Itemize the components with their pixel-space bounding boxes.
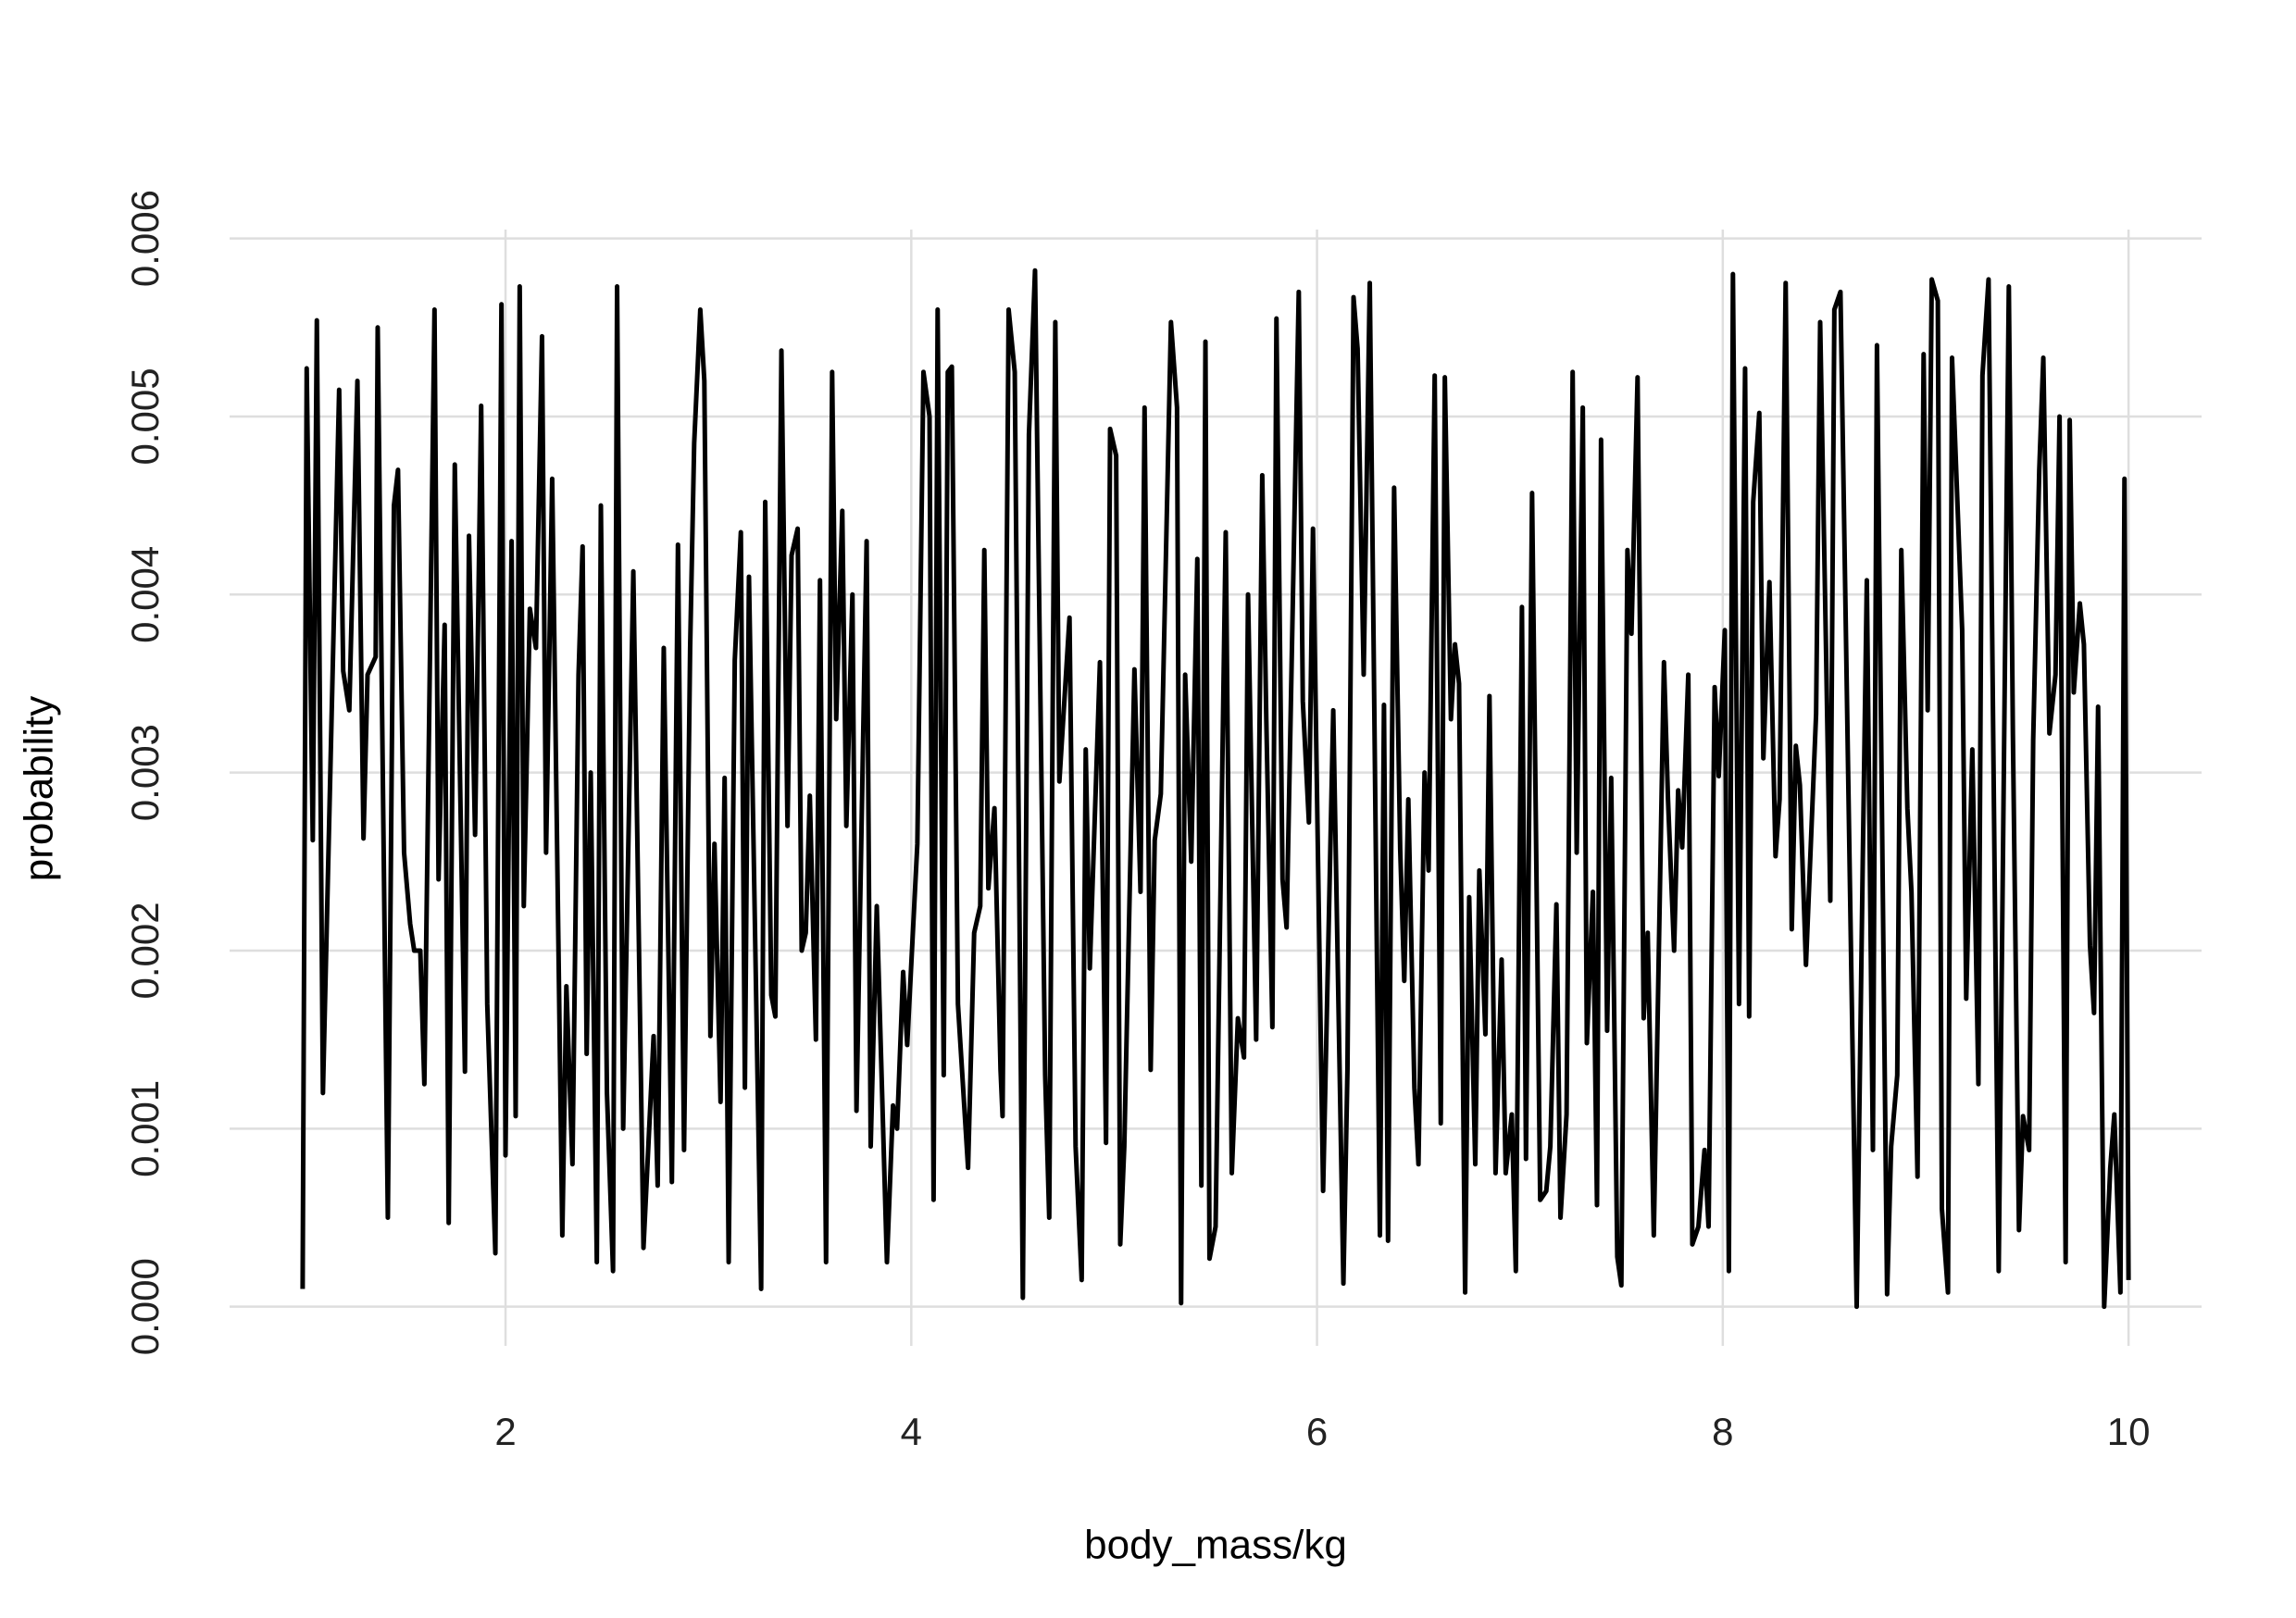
data-line (300, 268, 2131, 1310)
y-tick-label: 0.006 (123, 190, 167, 287)
x-tick-label: 6 (1306, 1410, 1328, 1453)
x-axis-title: body_mass/kg (1084, 1523, 1347, 1568)
y-tick-label: 0.000 (123, 1258, 167, 1355)
y-tick-label: 0.005 (123, 367, 167, 465)
y-tick-label: 0.001 (123, 1080, 167, 1177)
x-tick-label: 4 (901, 1410, 922, 1453)
y-tick-label: 0.002 (123, 902, 167, 999)
x-tick-label: 2 (494, 1410, 516, 1453)
x-tick-label: 8 (1712, 1410, 1733, 1453)
y-tick-label: 0.003 (123, 724, 167, 821)
y-axis-title: probability (17, 696, 62, 882)
x-tick-label: 10 (2107, 1410, 2151, 1453)
y-tick-label: 0.004 (123, 546, 167, 643)
